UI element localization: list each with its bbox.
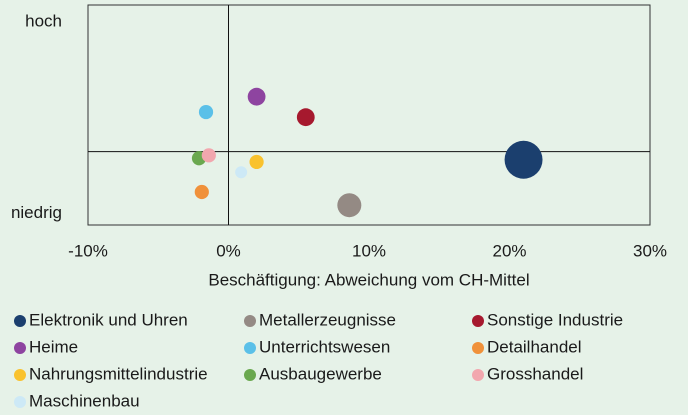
bubble bbox=[249, 154, 264, 170]
legend-marker bbox=[14, 315, 26, 327]
bubble bbox=[247, 87, 266, 106]
legend-label: Ausbaugewerbe bbox=[259, 364, 382, 383]
bubble bbox=[194, 184, 209, 200]
bubble bbox=[201, 148, 216, 163]
legend-label: Heime bbox=[29, 337, 78, 356]
legend-label: Metallerzeugnisse bbox=[259, 310, 396, 329]
legend-label: Maschinenbau bbox=[29, 391, 140, 410]
legend-marker bbox=[472, 369, 484, 381]
bubble bbox=[198, 104, 214, 120]
x-tick-label: 30% bbox=[633, 241, 667, 260]
legend-label: Grosshandel bbox=[487, 364, 583, 383]
x-tick-label: 20% bbox=[492, 241, 526, 260]
plot-area bbox=[87, 4, 651, 226]
x-tick-label: 0% bbox=[216, 241, 241, 260]
legend-marker bbox=[244, 342, 256, 354]
legend-marker bbox=[14, 342, 26, 354]
bubble bbox=[235, 166, 248, 179]
legend-marker bbox=[14, 369, 26, 381]
legend-marker bbox=[472, 342, 484, 354]
legend-marker bbox=[14, 396, 26, 408]
y-tick-label: hoch bbox=[25, 11, 62, 30]
legend-label: Elektronik und Uhren bbox=[29, 310, 188, 329]
bubble bbox=[296, 108, 315, 127]
legend-label: Unterrichtswesen bbox=[259, 337, 390, 356]
x-tick-label: 10% bbox=[352, 241, 386, 260]
bubble bbox=[337, 193, 362, 218]
legend-marker bbox=[244, 315, 256, 327]
legend-label: Detailhandel bbox=[487, 337, 582, 356]
y-tick-label: niedrig bbox=[11, 203, 62, 222]
legend-label: Sonstige Industrie bbox=[487, 310, 623, 329]
legend-marker bbox=[472, 315, 484, 327]
x-axis-label: Beschäftigung: Abweichung vom CH-Mittel bbox=[208, 270, 529, 289]
x-tick-label: -10% bbox=[68, 241, 108, 260]
legend-label: Nahrungsmittelindustrie bbox=[29, 364, 208, 383]
bubble bbox=[504, 140, 543, 179]
legend-marker bbox=[244, 369, 256, 381]
